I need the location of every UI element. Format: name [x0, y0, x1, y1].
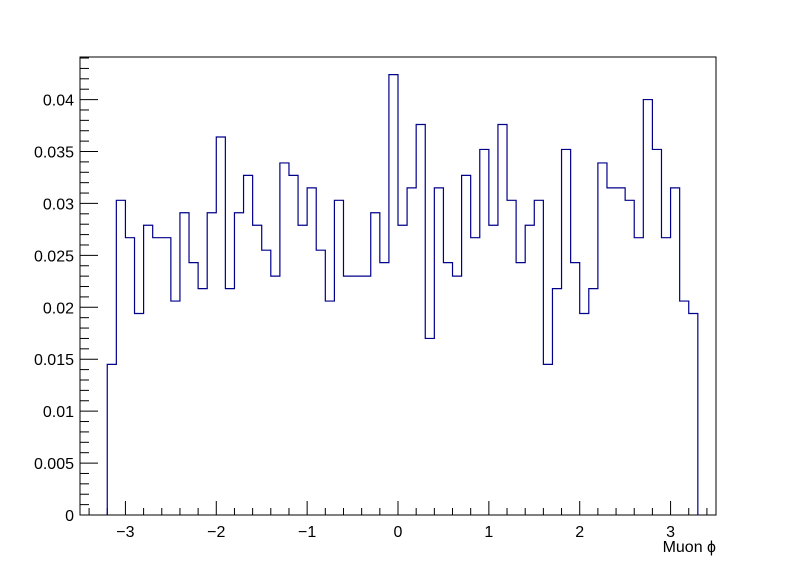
histogram-bin	[135, 314, 144, 515]
histogram-bin	[543, 364, 552, 515]
histogram-bin	[507, 200, 516, 515]
histogram-bin	[625, 200, 634, 515]
histogram-bin	[307, 188, 316, 515]
histogram-bin	[216, 137, 225, 515]
histogram-bin	[353, 276, 362, 515]
x-tick-label: 0	[394, 524, 403, 541]
x-tick-label: −2	[207, 524, 225, 541]
y-tick-label: 0.005	[34, 456, 74, 473]
histogram-bin	[334, 200, 343, 515]
histogram-bin	[498, 125, 507, 515]
histogram-bin	[125, 238, 134, 515]
histogram-bin	[516, 263, 525, 515]
histogram-bin	[471, 238, 480, 515]
histogram-bin	[316, 250, 325, 515]
histogram-bin	[562, 149, 571, 515]
histogram-bin	[144, 225, 153, 515]
histogram-bin	[453, 276, 462, 515]
histogram-bin	[362, 276, 371, 515]
histogram-bin	[652, 149, 661, 515]
histogram-bin	[525, 225, 534, 515]
histogram-bin	[634, 238, 643, 515]
histogram-bin	[153, 238, 162, 515]
y-tick-label: 0.03	[43, 196, 74, 213]
y-axis: 0 0.005 0.01 0.015 0.02 0.025 0.03 0.035 0.04	[34, 57, 98, 525]
y-tick-label: 0.01	[43, 404, 74, 421]
x-tick-label: 1	[484, 524, 493, 541]
y-tick-label: 0.02	[43, 300, 74, 317]
x-axis: −3 −2 −1 0 1 2 3	[88, 501, 708, 541]
histogram-bin	[489, 225, 498, 515]
histogram-bin	[661, 238, 670, 515]
histogram-bin	[253, 225, 262, 515]
histogram-bin	[107, 364, 116, 515]
histogram-bin	[443, 263, 452, 515]
histogram-bin	[162, 238, 171, 515]
x-tick-label: −1	[298, 524, 316, 541]
y-tick-label: 0	[65, 508, 74, 525]
histogram-bin	[680, 301, 689, 515]
histogram-bin	[189, 263, 198, 515]
histogram-bin	[244, 175, 253, 515]
histogram-bin	[607, 188, 616, 515]
y-tick-label: 0.025	[34, 248, 74, 265]
histogram-bin	[198, 289, 207, 515]
histogram-bin	[171, 301, 180, 515]
histogram-bin	[371, 213, 380, 515]
histogram-bin	[116, 200, 125, 515]
x-axis-label: Muon ϕ	[663, 539, 716, 556]
histogram-bin	[643, 100, 652, 515]
histogram-bin	[207, 213, 216, 515]
histogram-bin	[271, 276, 280, 515]
x-tick-label: 3	[666, 524, 675, 541]
histogram-bin	[598, 163, 607, 515]
histogram-bin	[552, 289, 561, 515]
y-tick-label: 0.035	[34, 145, 74, 162]
histogram-bin	[616, 188, 625, 515]
histogram-bin	[343, 276, 352, 515]
y-tick-label: 0.04	[43, 93, 74, 110]
histogram-bin	[580, 314, 589, 515]
histogram-bin	[434, 188, 443, 515]
histogram-bins	[107, 75, 698, 515]
x-tick-label: −3	[116, 524, 134, 541]
histogram-bin	[325, 301, 334, 515]
histogram-bin	[462, 175, 471, 515]
histogram-bin	[398, 225, 407, 515]
histogram-outline	[106, 74, 699, 515]
histogram-bin	[180, 213, 189, 515]
histogram-bin	[480, 149, 489, 515]
histogram-bin	[416, 125, 425, 515]
x-tick-label: 2	[575, 524, 584, 541]
histogram-bin	[589, 289, 598, 515]
histogram-bin	[534, 200, 543, 515]
histogram-bin	[289, 175, 298, 515]
histogram-bin	[280, 163, 289, 515]
histogram-bin	[234, 213, 243, 515]
y-tick-label: 0.015	[34, 352, 74, 369]
histogram-bin	[225, 289, 234, 515]
histogram-bin	[298, 225, 307, 515]
histogram-bin	[389, 75, 398, 515]
histogram-bin	[407, 188, 416, 515]
histogram-bin	[380, 263, 389, 515]
histogram-bin	[671, 188, 680, 515]
histogram-bin	[689, 314, 698, 515]
histogram-bin	[262, 250, 271, 515]
histogram-bin	[425, 338, 434, 515]
histogram-bin	[571, 263, 580, 515]
